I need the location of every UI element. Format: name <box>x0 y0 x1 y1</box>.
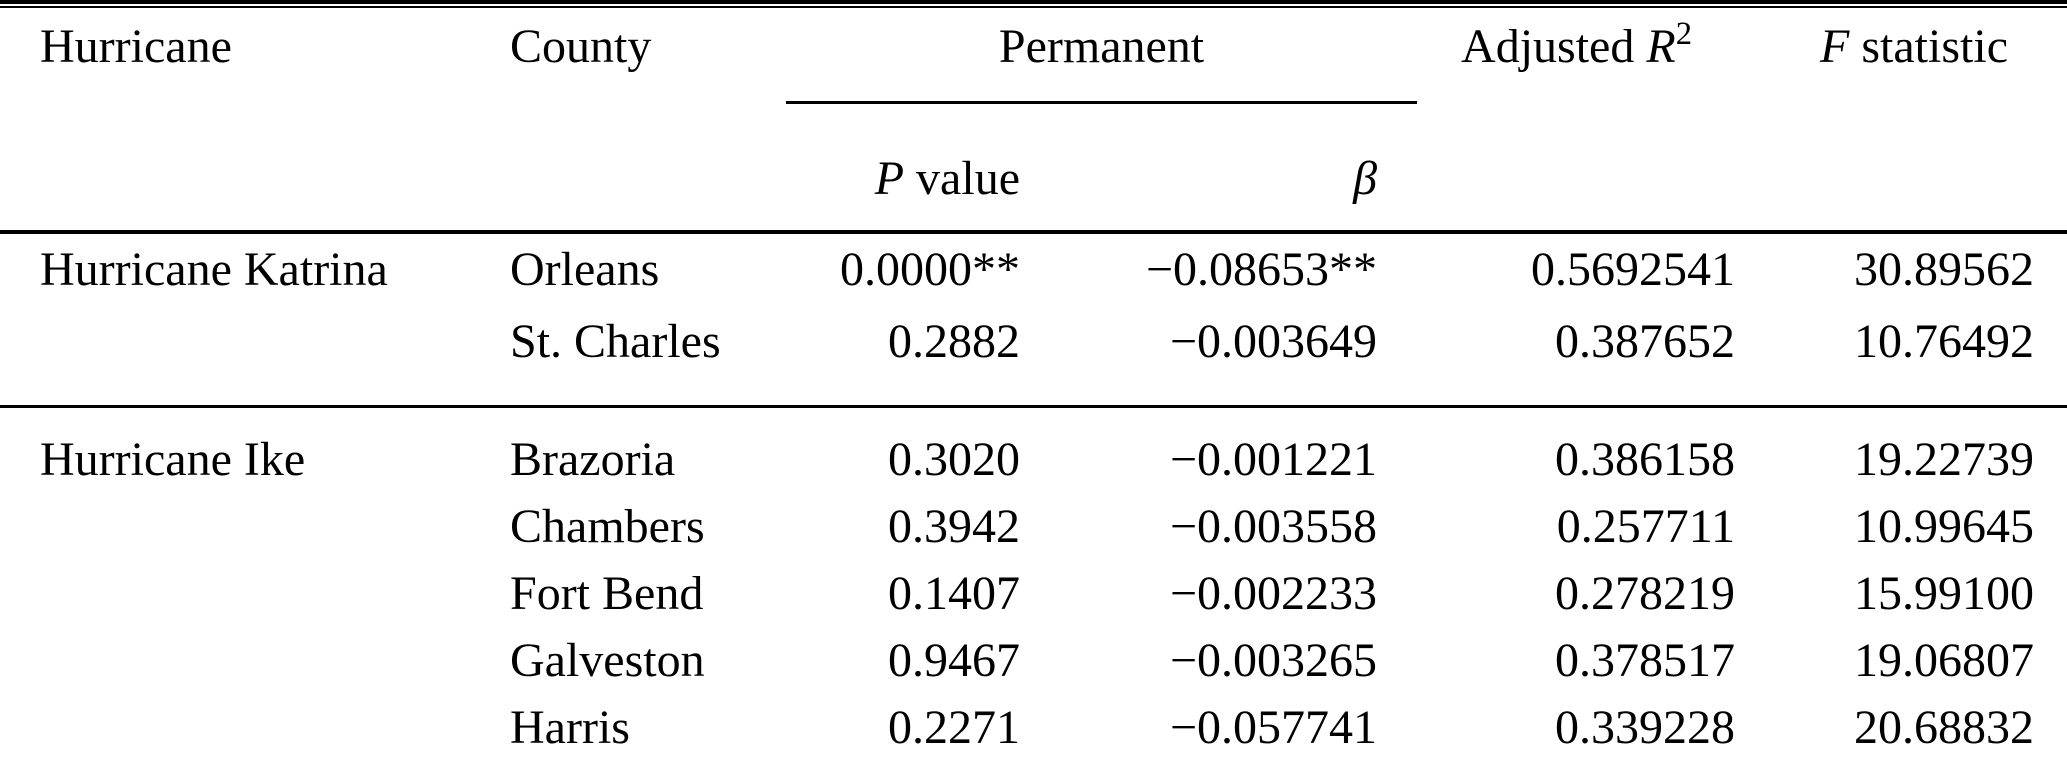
cell-adjusted-r2: 0.339228 <box>1555 701 1736 755</box>
cell-f-statistic: 10.76492 <box>1780 306 2067 408</box>
adjusted-prefix: Adjusted <box>1461 20 1635 73</box>
cell-county: Fort Bend <box>510 567 704 621</box>
column-subheader-p-value: P value <box>786 102 1100 234</box>
header-row-main: Hurricane County Permanent Adjusted R2 F… <box>0 8 2067 234</box>
r-symbol: R <box>1646 20 1676 73</box>
table-row: Fort Bend 0.1407 −0.002233 0.278219 15.9… <box>0 561 2067 628</box>
cell-f-statistic: 19.22739 <box>1854 433 2035 487</box>
cell-county: Harris <box>510 701 630 755</box>
cell-beta: −0.003558 <box>1169 500 1378 554</box>
p-value-label: value <box>916 151 1020 205</box>
column-header-county: County <box>470 8 786 234</box>
f-statistic-label: statistic <box>1861 20 2008 73</box>
column-spanner-permanent: Permanent <box>786 8 1418 104</box>
column-header-adjusted-r2: Adjusted R2 <box>1417 8 1781 234</box>
r-superscript: 2 <box>1675 16 1692 53</box>
cell-p-value: 0.1407 <box>888 567 1020 621</box>
table-header: Hurricane County Permanent Adjusted R2 F… <box>0 8 2067 234</box>
beta-symbol: β <box>1353 151 1378 205</box>
cell-hurricane-name-empty <box>0 628 470 695</box>
cell-adjusted-r2: 0.257711 <box>1556 500 1736 554</box>
cell-beta: −0.057741 <box>1169 701 1378 755</box>
table-row: Chambers 0.3942 −0.003558 0.257711 10.99… <box>0 494 2067 561</box>
cell-beta: −0.001221 <box>1169 433 1378 487</box>
cell-p-value: 0.2882 <box>786 306 1100 408</box>
cell-county: Chambers <box>510 500 705 554</box>
p-symbol: P <box>874 151 905 205</box>
top-rule-thick <box>0 0 2067 4</box>
cell-adjusted-r2: 0.387652 <box>1417 306 1781 408</box>
cell-county: Orleans <box>510 242 660 296</box>
cell-f-statistic: 19.06807 <box>1854 634 2035 688</box>
cell-county: St. Charles <box>470 306 786 408</box>
cell-beta: −0.08653** <box>1145 242 1378 296</box>
header-row-sub: P value β <box>0 102 2067 234</box>
cell-adjusted-r2: 0.378517 <box>1555 634 1736 688</box>
cell-p-value: 0.3942 <box>888 500 1020 554</box>
regression-results-table: Hurricane County Permanent Adjusted R2 F… <box>0 8 2067 761</box>
cell-f-statistic: 15.99100 <box>1854 567 2035 621</box>
cell-beta: −0.003649 <box>1100 306 1418 408</box>
table-row: Hurricane Ike Brazoria 0.3020 −0.001221 … <box>0 407 2067 495</box>
table-row: Hurricane Katrina Orleans 0.0000** −0.08… <box>0 232 2067 306</box>
cell-f-statistic: 30.89562 <box>1854 242 2035 296</box>
cell-hurricane-name: Hurricane Ike <box>40 433 306 487</box>
column-header-f-statistic: F statistic <box>1780 8 2067 234</box>
cell-adjusted-r2: 0.5692541 <box>1531 242 1736 296</box>
top-rule-thin <box>0 6 2067 8</box>
cell-county: Galveston <box>510 634 705 688</box>
cell-p-value: 0.3020 <box>888 433 1020 487</box>
cell-hurricane-name-empty <box>0 306 470 408</box>
cell-hurricane-name: Hurricane Katrina <box>40 242 388 296</box>
cell-p-value: 0.0000** <box>840 242 1020 296</box>
cell-p-value: 0.9467 <box>888 634 1020 688</box>
cell-adjusted-r2: 0.278219 <box>1555 567 1736 621</box>
column-subheader-beta: β <box>1100 102 1418 234</box>
cell-hurricane-name-empty <box>0 561 470 628</box>
cell-hurricane-name-empty <box>0 695 470 761</box>
f-symbol: F <box>1820 20 1850 73</box>
cell-adjusted-r2: 0.386158 <box>1555 433 1736 487</box>
table-row: Harris 0.2271 −0.057741 0.339228 20.6883… <box>0 695 2067 761</box>
table-body: Hurricane Katrina Orleans 0.0000** −0.08… <box>0 232 2067 761</box>
cell-county: Brazoria <box>510 433 676 487</box>
cell-hurricane-name-empty <box>0 494 470 561</box>
table-row: Galveston 0.9467 −0.003265 0.378517 19.0… <box>0 628 2067 695</box>
table-row: St. Charles 0.2882 −0.003649 0.387652 10… <box>0 306 2067 408</box>
cell-beta: −0.002233 <box>1169 567 1378 621</box>
cell-p-value: 0.2271 <box>888 701 1020 755</box>
column-header-hurricane: Hurricane <box>0 8 470 234</box>
cell-f-statistic: 20.68832 <box>1854 701 2035 755</box>
cell-beta: −0.003265 <box>1169 634 1378 688</box>
cell-f-statistic: 10.99645 <box>1854 500 2035 554</box>
